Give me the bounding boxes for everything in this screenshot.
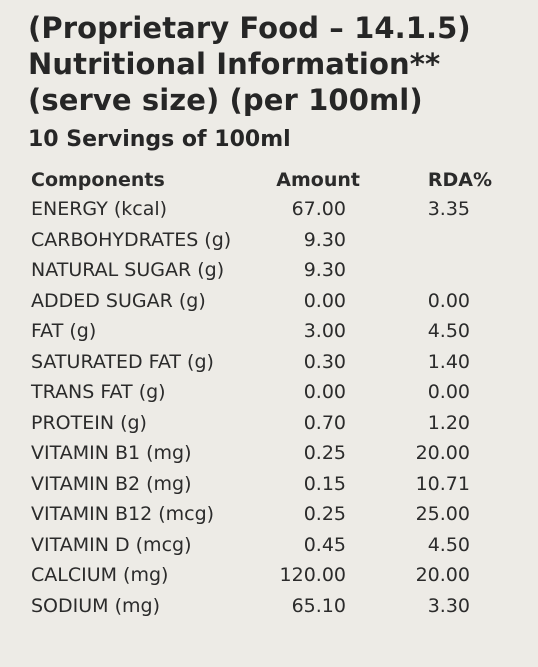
- amount-value: 9.30: [303, 259, 346, 281]
- rda-value: 4.50: [427, 320, 470, 342]
- table-row: VITAMIN B1 (mg) 0.25 20.00: [28, 438, 538, 469]
- amount-value: 0.70: [303, 411, 346, 434]
- component-name: SODIUM (mg): [31, 594, 160, 617]
- rda-value: 25.00: [415, 503, 470, 525]
- component-name: VITAMIN B2 (mg): [31, 472, 192, 495]
- amount-value: 0.30: [303, 350, 346, 373]
- component-name: CALCIUM (mg): [31, 564, 169, 586]
- component-name: FAT (g): [31, 320, 97, 342]
- title-line-1: (Proprietary Food – 14.1.5): [28, 11, 471, 45]
- rda-value: 3.30: [427, 594, 470, 617]
- table-row: TRANS FAT (g) 0.00 0.00: [28, 377, 538, 408]
- table-row: NATURAL SUGAR (g) 9.30: [28, 255, 538, 286]
- amount-value: 0.45: [303, 533, 346, 556]
- header-rda: RDA%: [427, 169, 492, 191]
- table-row: SODIUM (mg) 65.10 3.30: [28, 591, 538, 622]
- amount-value: 120.00: [279, 564, 346, 586]
- rda-value: 1.40: [427, 350, 470, 373]
- amount-value: 0.25: [303, 503, 346, 525]
- header-amount: Amount: [276, 169, 360, 191]
- title-line-2: Nutritional Information**: [28, 47, 441, 81]
- rda-value: 20.00: [415, 442, 470, 464]
- component-name: NATURAL SUGAR (g): [31, 259, 225, 281]
- component-name: CARBOHYDRATES (g): [31, 228, 232, 251]
- table-header: Components Amount RDA%: [28, 166, 538, 194]
- rda-value: 0.00: [427, 381, 470, 403]
- table-row: ENERGY (kcal) 67.00 3.35: [28, 194, 538, 225]
- component-name: ENERGY (kcal): [31, 198, 168, 220]
- component-name: PROTEIN (g): [31, 411, 147, 434]
- rda-value: 10.71: [415, 472, 470, 495]
- table-row: SATURATED FAT (g) 0.30 1.40: [28, 347, 538, 378]
- component-name: ADDED SUGAR (g): [31, 289, 206, 312]
- rda-value: 1.20: [427, 411, 470, 434]
- nutrition-table: Components Amount RDA% ENERGY (kcal) 67.0…: [28, 166, 538, 621]
- amount-value: 65.10: [291, 594, 346, 617]
- component-name: VITAMIN B12 (mcg): [31, 503, 215, 525]
- title-line-3: (serve size) (per 100ml): [28, 83, 423, 117]
- table-row: VITAMIN B12 (mcg) 0.25 25.00: [28, 499, 538, 530]
- table-row: ADDED SUGAR (g) 0.00 0.00: [28, 286, 538, 317]
- amount-value: 9.30: [303, 228, 346, 251]
- table-row: FAT (g) 3.00 4.50: [28, 316, 538, 347]
- label-title: (Proprietary Food – 14.1.5) Nutritional …: [28, 10, 538, 118]
- component-name: TRANS FAT (g): [31, 381, 166, 403]
- amount-value: 0.00: [303, 289, 346, 312]
- amount-value: 67.00: [291, 198, 346, 220]
- amount-value: 0.15: [303, 472, 346, 495]
- header-components: Components: [31, 169, 165, 191]
- amount-value: 3.00: [303, 320, 346, 342]
- rda-value: 3.35: [427, 198, 470, 220]
- rda-value: 0.00: [427, 289, 470, 312]
- rda-value: 4.50: [427, 533, 470, 556]
- component-name: VITAMIN D (mcg): [31, 533, 192, 556]
- amount-value: 0.25: [303, 442, 346, 464]
- table-row: VITAMIN B2 (mg) 0.15 10.71: [28, 469, 538, 500]
- table-row: CALCIUM (mg) 120.00 20.00: [28, 560, 538, 591]
- table-row: CARBOHYDRATES (g) 9.30: [28, 225, 538, 256]
- amount-value: 0.00: [303, 381, 346, 403]
- servings-text: 10 Servings of 100ml: [28, 127, 291, 152]
- table-row: VITAMIN D (mcg) 0.45 4.50: [28, 530, 538, 561]
- rda-value: 20.00: [415, 564, 470, 586]
- component-name: VITAMIN B1 (mg): [31, 442, 192, 464]
- table-row: PROTEIN (g) 0.70 1.20: [28, 408, 538, 439]
- component-name: SATURATED FAT (g): [31, 350, 214, 373]
- table-body: ENERGY (kcal) 67.00 3.35 CARBOHYDRATES (g) 9…: [28, 194, 538, 621]
